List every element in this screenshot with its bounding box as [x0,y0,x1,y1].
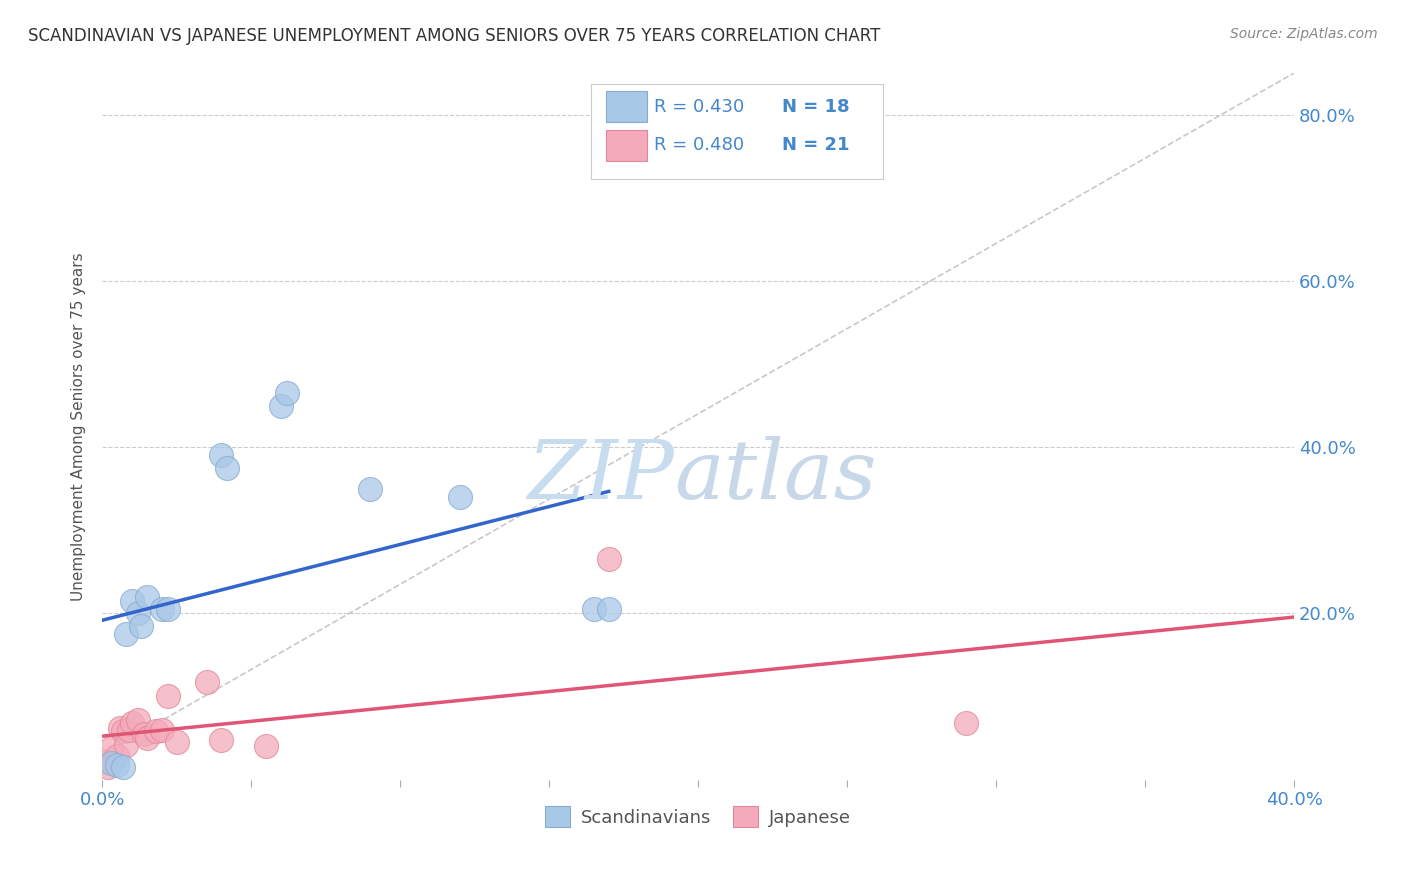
Point [129,619,152,633]
FancyBboxPatch shape [606,130,647,161]
Point [115,738,138,752]
Text: Source: ZipAtlas.com: Source: ZipAtlas.com [1230,27,1378,41]
Point [150,602,173,616]
Text: ZIP: ZIP [527,436,675,516]
Text: N = 18: N = 18 [782,97,849,116]
Text: R = 0.480: R = 0.480 [654,136,744,154]
Point [100,741,122,756]
FancyBboxPatch shape [591,84,883,179]
Point [217,461,239,475]
Point [112,760,135,774]
Point [955,716,977,731]
Point [108,721,131,735]
Point [121,716,143,731]
Point [359,482,381,496]
Point [105,749,128,764]
Point [121,594,143,608]
Y-axis label: Unemployment Among Seniors over 75 years: Unemployment Among Seniors over 75 years [72,252,86,600]
Point [156,690,179,704]
Point [449,490,471,504]
Point [132,727,155,741]
Point [112,724,135,739]
Point [598,602,620,616]
Point [195,674,218,689]
Point [254,739,277,754]
Text: atlas: atlas [675,436,877,516]
Point [127,713,149,727]
Point [598,552,620,566]
Text: SCANDINAVIAN VS JAPANESE UNEMPLOYMENT AMONG SENIORS OVER 75 YEARS CORRELATION CH: SCANDINAVIAN VS JAPANESE UNEMPLOYMENT AM… [28,27,880,45]
Point [135,590,157,604]
Point [150,723,173,737]
Point [209,449,232,463]
Point [97,760,120,774]
Point [105,757,128,772]
Point [135,731,157,745]
Point [127,607,149,621]
Point [270,399,292,413]
Point [91,755,114,769]
FancyBboxPatch shape [606,91,647,122]
Text: R = 0.430: R = 0.430 [654,97,744,116]
Point [100,756,122,770]
Point [156,602,179,616]
Point [145,724,167,739]
Point [166,735,188,749]
Point [115,627,138,641]
Point [118,723,141,737]
Point [209,732,232,747]
Point [582,602,605,616]
Point [276,386,298,401]
Legend: Scandinavians, Japanese: Scandinavians, Japanese [538,799,859,834]
Text: N = 21: N = 21 [782,136,849,154]
